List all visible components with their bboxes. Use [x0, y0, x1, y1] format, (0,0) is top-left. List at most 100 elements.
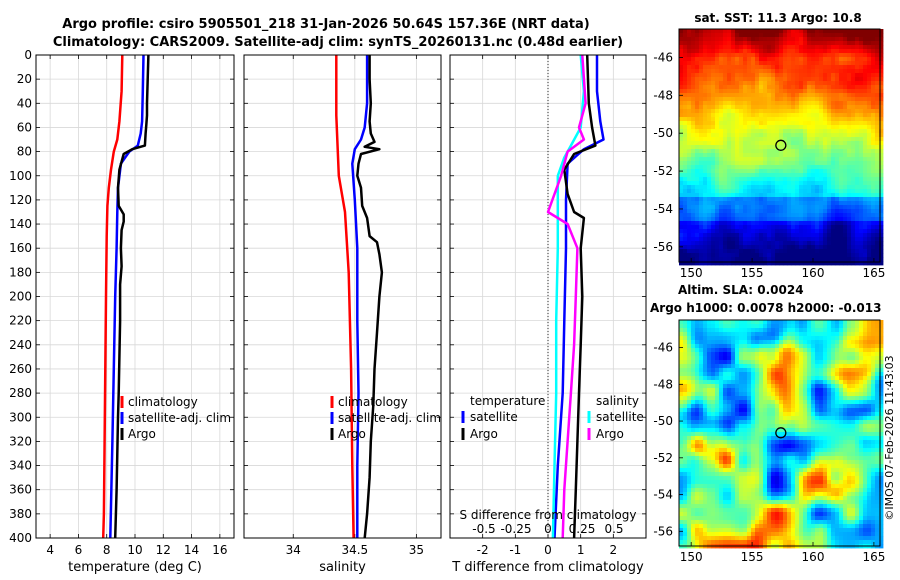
y-tick-label: 160 [9, 241, 32, 255]
x-axis-label: temperature (deg C) [68, 560, 202, 575]
legend-label-climatology: climatology [338, 395, 408, 409]
x-tick-label: 165 [862, 266, 885, 280]
y-tick-label: -46 [653, 341, 673, 355]
argo-location-marker [775, 139, 787, 151]
legend-label-t-argo: Argo [470, 427, 498, 441]
s-tick-label: 0.5 [604, 522, 623, 536]
x-tick-label: 12 [156, 543, 171, 557]
temperature-panel: 0 20 40 60 80 100 120 140 160 180 200 220 240 260 280 3… [9, 48, 235, 575]
sla-map-title2: Argo h1000: 0.0078 h2000: -0.013 [650, 301, 881, 315]
y-tick-label: 40 [17, 96, 32, 110]
y-tick-label: 300 [9, 410, 32, 424]
legend-label-s-satellite: satellite [596, 410, 644, 424]
legend-label-satellite: satellite-adj. clim [128, 411, 231, 425]
salinity-panel: 34 34.5 35 salinity [243, 54, 442, 575]
y-tick-label: -46 [653, 50, 673, 64]
legend-title-temperature: temperature [470, 394, 545, 408]
legend-label-argo: Argo [128, 427, 156, 441]
y-tick-label: 140 [9, 217, 32, 231]
series-line-climatology [335, 55, 355, 539]
y-tick-label: 220 [9, 314, 32, 328]
x-tick-label: 2 [610, 543, 618, 557]
y-tick-label: 240 [9, 338, 32, 352]
salinity-legend: climatology satellite-adj. clim Argo [330, 395, 441, 441]
x-axis-label: salinity [319, 560, 366, 575]
x-tick-label: 160 [802, 266, 825, 280]
y-tick-label: 200 [9, 290, 32, 304]
y-tick-label: 0 [24, 48, 32, 62]
s-difference-label: S difference from climatology [460, 508, 637, 522]
legend-label-climatology: climatology [128, 395, 198, 409]
sla-map-title1: Altim. SLA: 0.0024 [678, 283, 804, 297]
y-tick-label: 340 [9, 459, 32, 473]
x-tick-label: 165 [862, 550, 885, 564]
heatmap-cells [679, 320, 884, 549]
s-tick-label: -0.25 [500, 522, 531, 536]
y-tick-label: 120 [9, 193, 32, 207]
legend-title-salinity: salinity [596, 394, 639, 408]
x-tick-label: 6 [75, 543, 83, 557]
series-line-argo [113, 54, 150, 539]
series-line-argo [356, 55, 384, 539]
x-axis-label: T difference from climatology [451, 560, 644, 575]
y-tick-label: 60 [17, 120, 32, 134]
x-tick-label: 150 [680, 550, 703, 564]
y-tick-label: 400 [9, 531, 32, 545]
x-tick-label: 4 [46, 543, 54, 557]
difference-legend: temperature satellite Argo salinity sate… [461, 394, 644, 441]
x-tick-label: 155 [741, 550, 764, 564]
y-tick-label: 280 [9, 386, 32, 400]
y-tick-label: -52 [653, 164, 673, 178]
x-tick-label: 34.5 [341, 543, 368, 557]
series-line-s-argo [546, 54, 587, 539]
x-tick-label: 14 [184, 543, 199, 557]
x-tick-label: 155 [741, 266, 764, 280]
sst-map-title: sat. SST: 11.3 Argo: 10.8 [694, 11, 861, 25]
sla-map: 150 155 160 165 -46 -48 -50 -52 -54 -56 [653, 319, 885, 564]
legend-label-argo: Argo [338, 427, 366, 441]
x-tick-label: 35 [409, 543, 424, 557]
y-tick-label: -50 [653, 126, 673, 140]
s-tick-label: 0 [544, 522, 552, 536]
axes-box [35, 54, 235, 539]
difference-panel: -2 -1 0 1 2 T difference from climatology [449, 54, 647, 575]
watermark: ©IMOS 07-Feb-2026 11:43:03 [883, 355, 896, 520]
y-tick-label: 180 [9, 265, 32, 279]
series-line-satellite-adj.-clim [351, 55, 369, 538]
y-tick-label: 360 [9, 483, 32, 497]
figure-title-line1: Argo profile: csiro 5905501_218 31-Jan-2… [62, 17, 589, 32]
x-tick-label: 10 [127, 543, 142, 557]
sst-map: 150 155 160 165 -46 -48 -50 -52 -54 -56 [653, 28, 885, 280]
y-tick-label: 100 [9, 169, 32, 183]
y-tick-label: -56 [653, 240, 673, 254]
x-tick-label: 160 [802, 550, 825, 564]
y-tick-label: -48 [653, 88, 673, 102]
s-tick-label: -0.5 [472, 522, 495, 536]
axes-box [243, 54, 442, 539]
s-tick-label: 0.25 [569, 522, 596, 536]
map-axes-box [678, 28, 881, 263]
x-tick-label: 16 [212, 543, 227, 557]
y-tick-label: 260 [9, 362, 32, 376]
y-tick-label: -52 [653, 451, 673, 465]
y-tick-label: -54 [653, 202, 673, 216]
y-tick-label: 20 [17, 72, 32, 86]
x-tick-label: 1 [577, 543, 585, 557]
x-tick-label: 34 [286, 543, 301, 557]
x-tick-label: 8 [103, 543, 111, 557]
axes-box [449, 54, 647, 539]
series-line-climatology [101, 54, 124, 539]
x-tick-label: -2 [477, 543, 489, 557]
y-tick-label: 380 [9, 507, 32, 521]
y-tick-label: -56 [653, 524, 673, 538]
x-tick-label: 150 [680, 266, 703, 280]
y-tick-label: -48 [653, 377, 673, 391]
legend-label-s-argo: Argo [596, 427, 624, 441]
y-tick-label: 80 [17, 145, 32, 159]
legend-label-satellite: satellite-adj. clim [338, 411, 441, 425]
y-tick-label: -54 [653, 488, 673, 502]
figure-title-line2: Climatology: CARS2009. Satellite-adj cli… [53, 35, 623, 50]
temperature-legend: climatology satellite-adj. clim Argo [120, 395, 231, 441]
x-tick-label: -1 [509, 543, 521, 557]
